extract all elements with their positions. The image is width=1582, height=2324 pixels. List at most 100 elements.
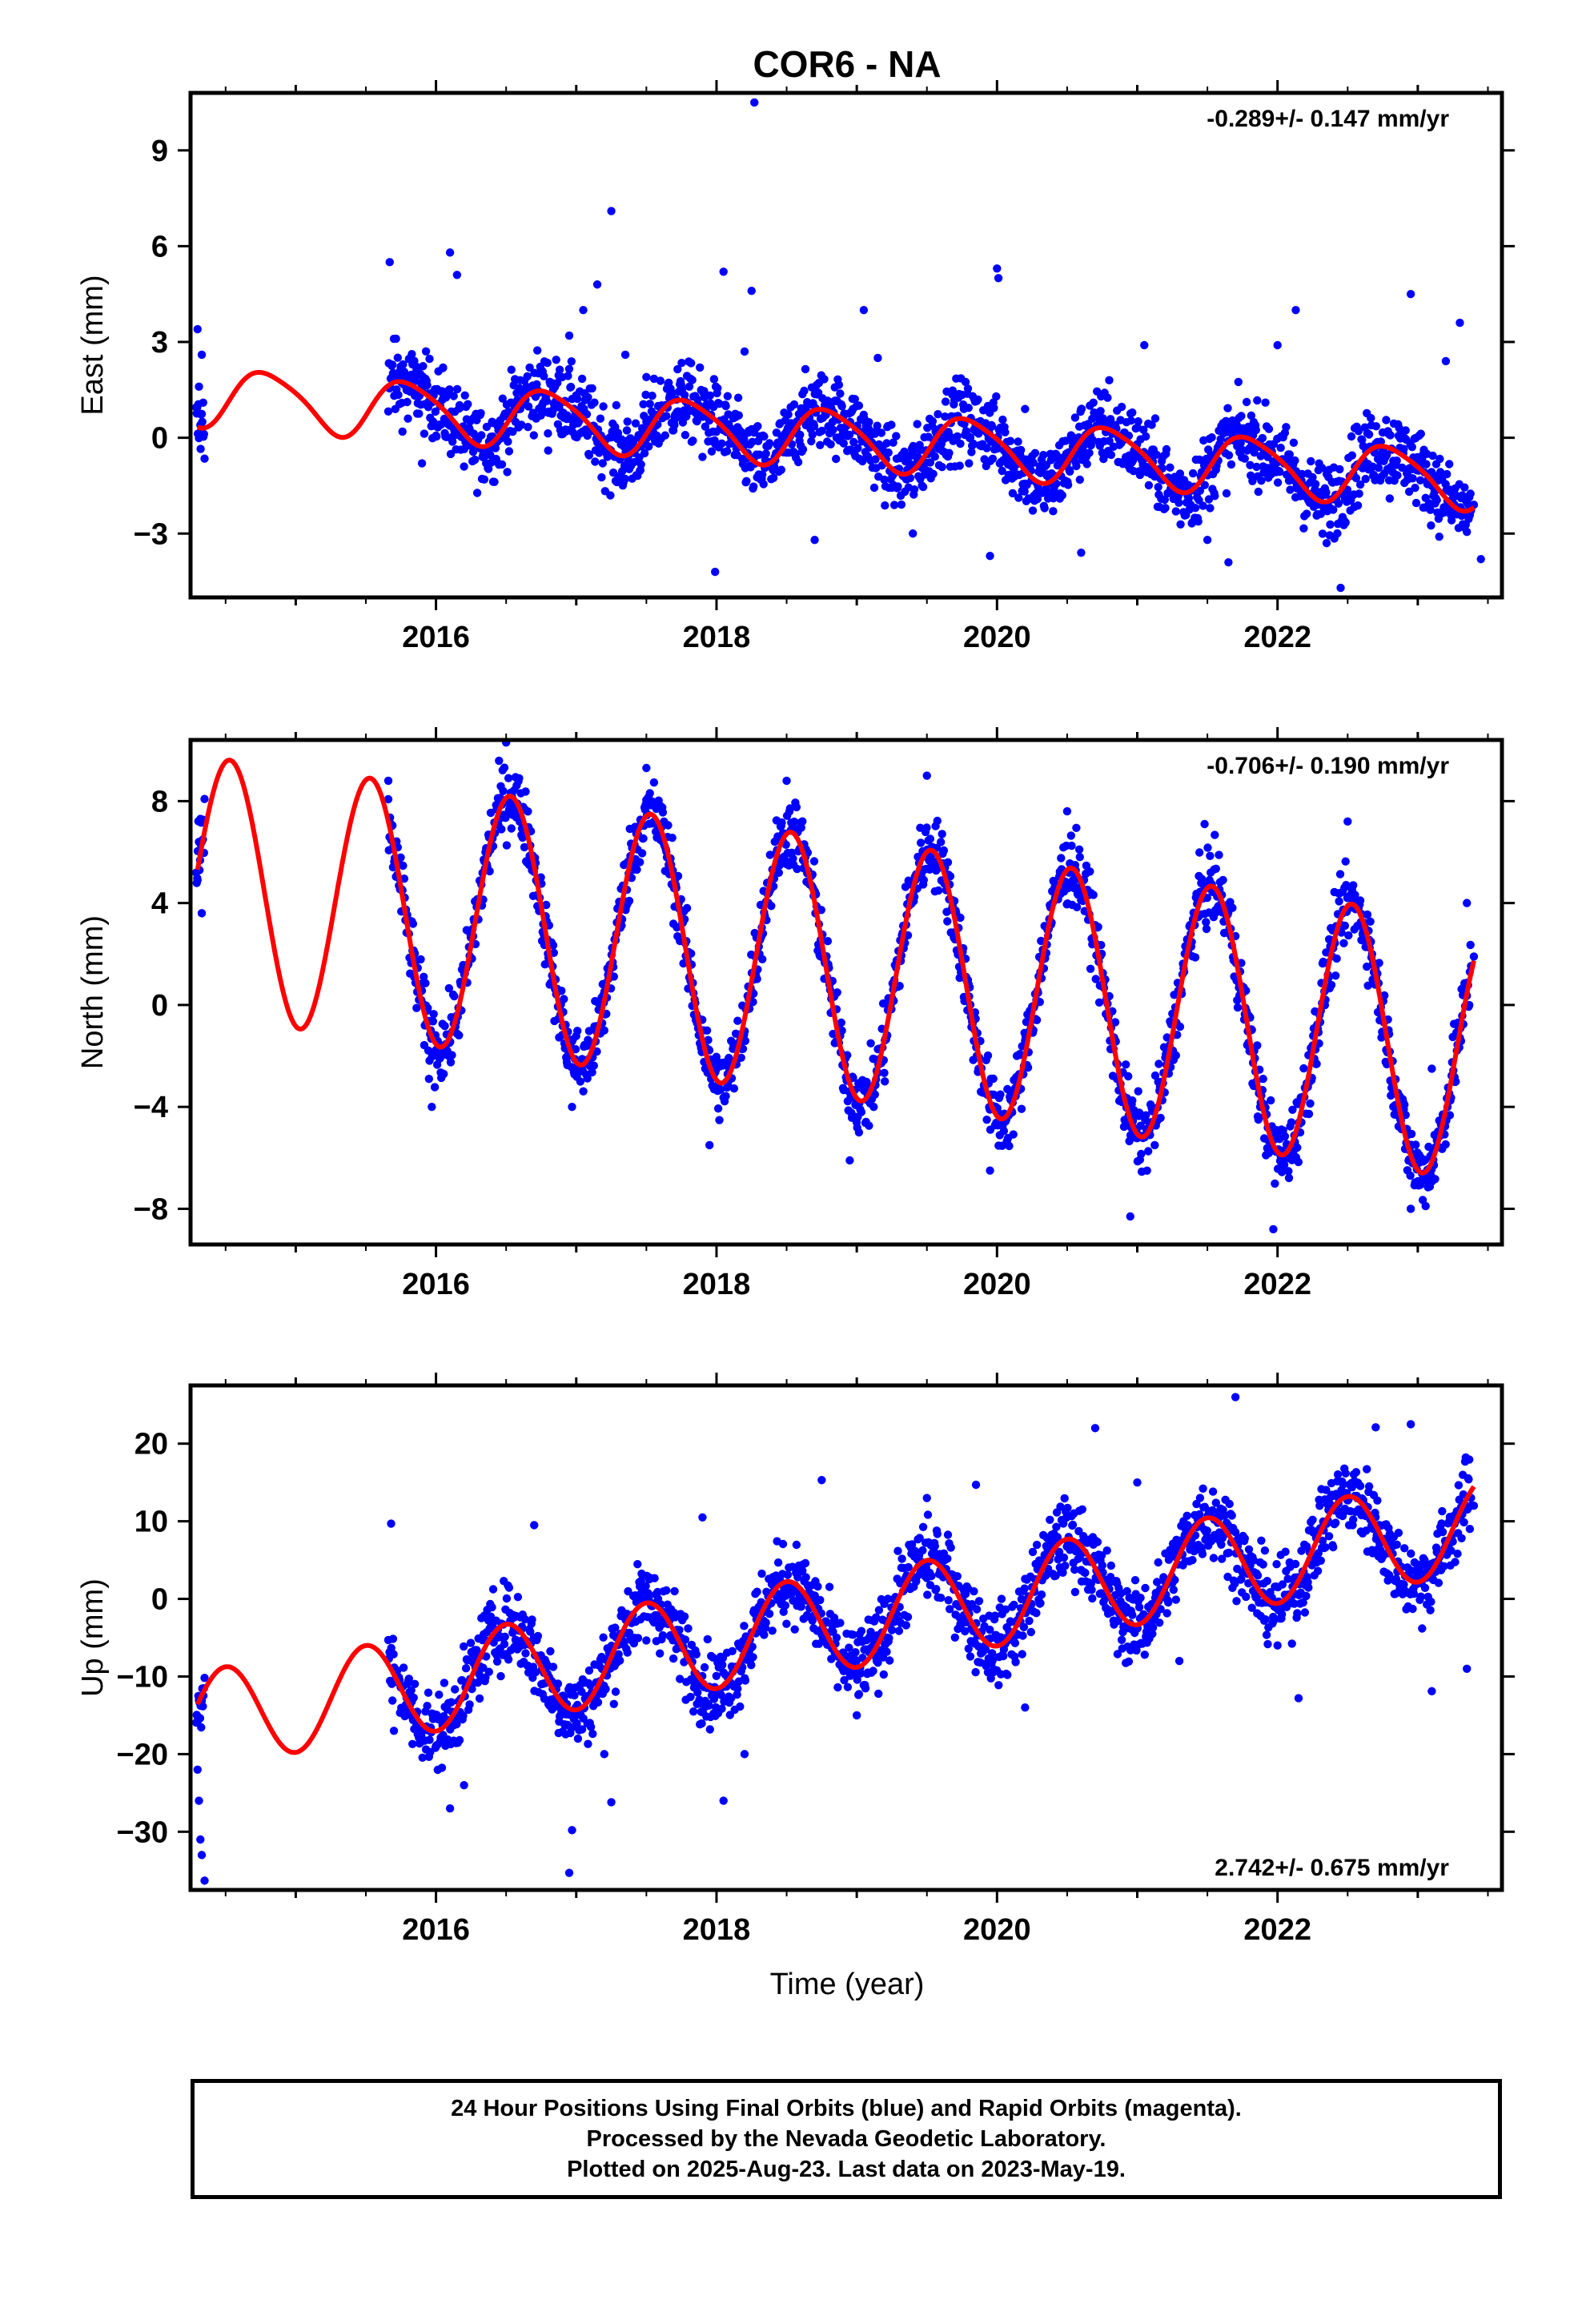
daily-position-point: [836, 1618, 845, 1627]
daily-position-point: [577, 1725, 587, 1734]
daily-position-point: [809, 421, 819, 431]
daily-position-point: [508, 427, 517, 436]
daily-position-point: [767, 902, 776, 911]
daily-position-point: [872, 1613, 881, 1622]
daily-position-point: [733, 1684, 742, 1693]
daily-position-point: [1407, 1129, 1416, 1139]
daily-position-point: [833, 988, 841, 997]
observation-point: [782, 427, 791, 436]
observation-point: [965, 459, 974, 468]
y-axis-label: North (mm): [76, 915, 110, 1069]
daily-position-point: [934, 410, 942, 419]
daily-position-point: [592, 1047, 601, 1056]
daily-position-point: [614, 1650, 623, 1659]
daily-position-point: [609, 972, 618, 981]
daily-position-point: [677, 359, 686, 368]
daily-position-point: [450, 991, 459, 1001]
daily-position-point: [1147, 420, 1156, 429]
daily-position-point: [521, 787, 530, 796]
daily-position-point: [877, 428, 886, 437]
daily-position-point: [440, 1069, 448, 1079]
daily-position-point: [200, 794, 209, 803]
x-tick-label: 2020: [963, 1268, 1031, 1301]
daily-position-point: [440, 1679, 449, 1687]
daily-position-point: [1057, 854, 1066, 862]
daily-position-point: [741, 1676, 750, 1685]
daily-position-point: [1035, 998, 1045, 1007]
daily-position-point: [601, 1684, 610, 1694]
daily-position-point: [717, 439, 726, 448]
daily-position-point: [1299, 524, 1308, 533]
daily-position-point: [820, 375, 829, 384]
observation-point: [199, 398, 207, 407]
daily-position-point: [755, 450, 764, 459]
daily-position-point: [1366, 917, 1375, 927]
daily-position-point: [738, 1044, 748, 1054]
daily-position-point: [389, 1650, 398, 1659]
observation-point: [488, 417, 496, 426]
observation-point: [404, 414, 412, 423]
daily-position-point: [1017, 1104, 1026, 1113]
daily-position-point: [832, 1633, 841, 1642]
daily-position-point: [849, 437, 858, 447]
daily-position-point: [435, 1691, 444, 1699]
daily-position-point: [1144, 1147, 1153, 1156]
daily-position-point: [564, 364, 574, 373]
daily-position-point: [555, 365, 564, 374]
daily-position-point: [1191, 953, 1200, 962]
daily-position-point: [584, 451, 594, 460]
daily-position-point: [1466, 489, 1475, 498]
daily-position-point: [1228, 903, 1237, 912]
daily-position-point: [854, 1690, 864, 1699]
x-tick-label: 2022: [1243, 621, 1311, 654]
daily-position-point: [1404, 487, 1414, 497]
daily-position-point: [498, 394, 507, 403]
daily-position-point: [854, 401, 864, 410]
daily-position-cloud: [191, 1453, 1476, 1775]
observation-point: [1322, 539, 1331, 548]
daily-position-point: [1160, 495, 1170, 505]
daily-position-point: [1322, 488, 1331, 497]
daily-position-point: [943, 1554, 952, 1563]
daily-position-point: [500, 1639, 509, 1649]
daily-position-point: [1395, 424, 1403, 432]
daily-position-point: [913, 420, 921, 428]
daily-position-point: [1199, 501, 1207, 510]
observation-point: [1291, 305, 1300, 315]
daily-position-point: [546, 1647, 555, 1656]
observation-point: [1441, 356, 1451, 366]
y-axis-label: East (mm): [76, 275, 110, 415]
daily-position-point: [1424, 499, 1434, 508]
daily-position-point: [1276, 444, 1285, 452]
daily-position-point: [915, 1534, 924, 1542]
daily-position-point: [874, 1606, 884, 1614]
daily-position-point: [1383, 450, 1391, 460]
daily-position-point: [1237, 412, 1246, 420]
daily-position-point: [1347, 451, 1357, 460]
daily-position-point: [445, 385, 454, 394]
daily-position-point: [583, 1074, 592, 1083]
daily-position-point: [930, 1542, 940, 1550]
observation-point: [607, 207, 616, 215]
daily-position-point: [1355, 480, 1365, 489]
daily-position-point: [611, 1687, 620, 1696]
daily-position-point: [723, 392, 732, 400]
daily-position-point: [1142, 432, 1150, 441]
daily-position-point: [577, 374, 587, 384]
daily-position-point: [1122, 1060, 1130, 1069]
x-tick-label: 2016: [402, 621, 470, 654]
daily-position-point: [1251, 425, 1261, 435]
daily-position-point: [943, 1530, 953, 1539]
daily-position-point: [871, 455, 880, 464]
daily-position-point: [1096, 407, 1105, 416]
daily-position-point: [853, 1675, 861, 1684]
daily-position-point: [689, 436, 697, 445]
daily-position-point: [857, 1626, 866, 1635]
daily-position-point: [1085, 448, 1094, 457]
daily-position-point: [1312, 1059, 1321, 1068]
daily-position-point: [792, 802, 801, 812]
daily-position-point: [533, 346, 542, 355]
daily-position-point: [790, 1625, 799, 1634]
daily-position-point: [989, 1074, 998, 1084]
daily-position-point: [709, 1695, 719, 1703]
